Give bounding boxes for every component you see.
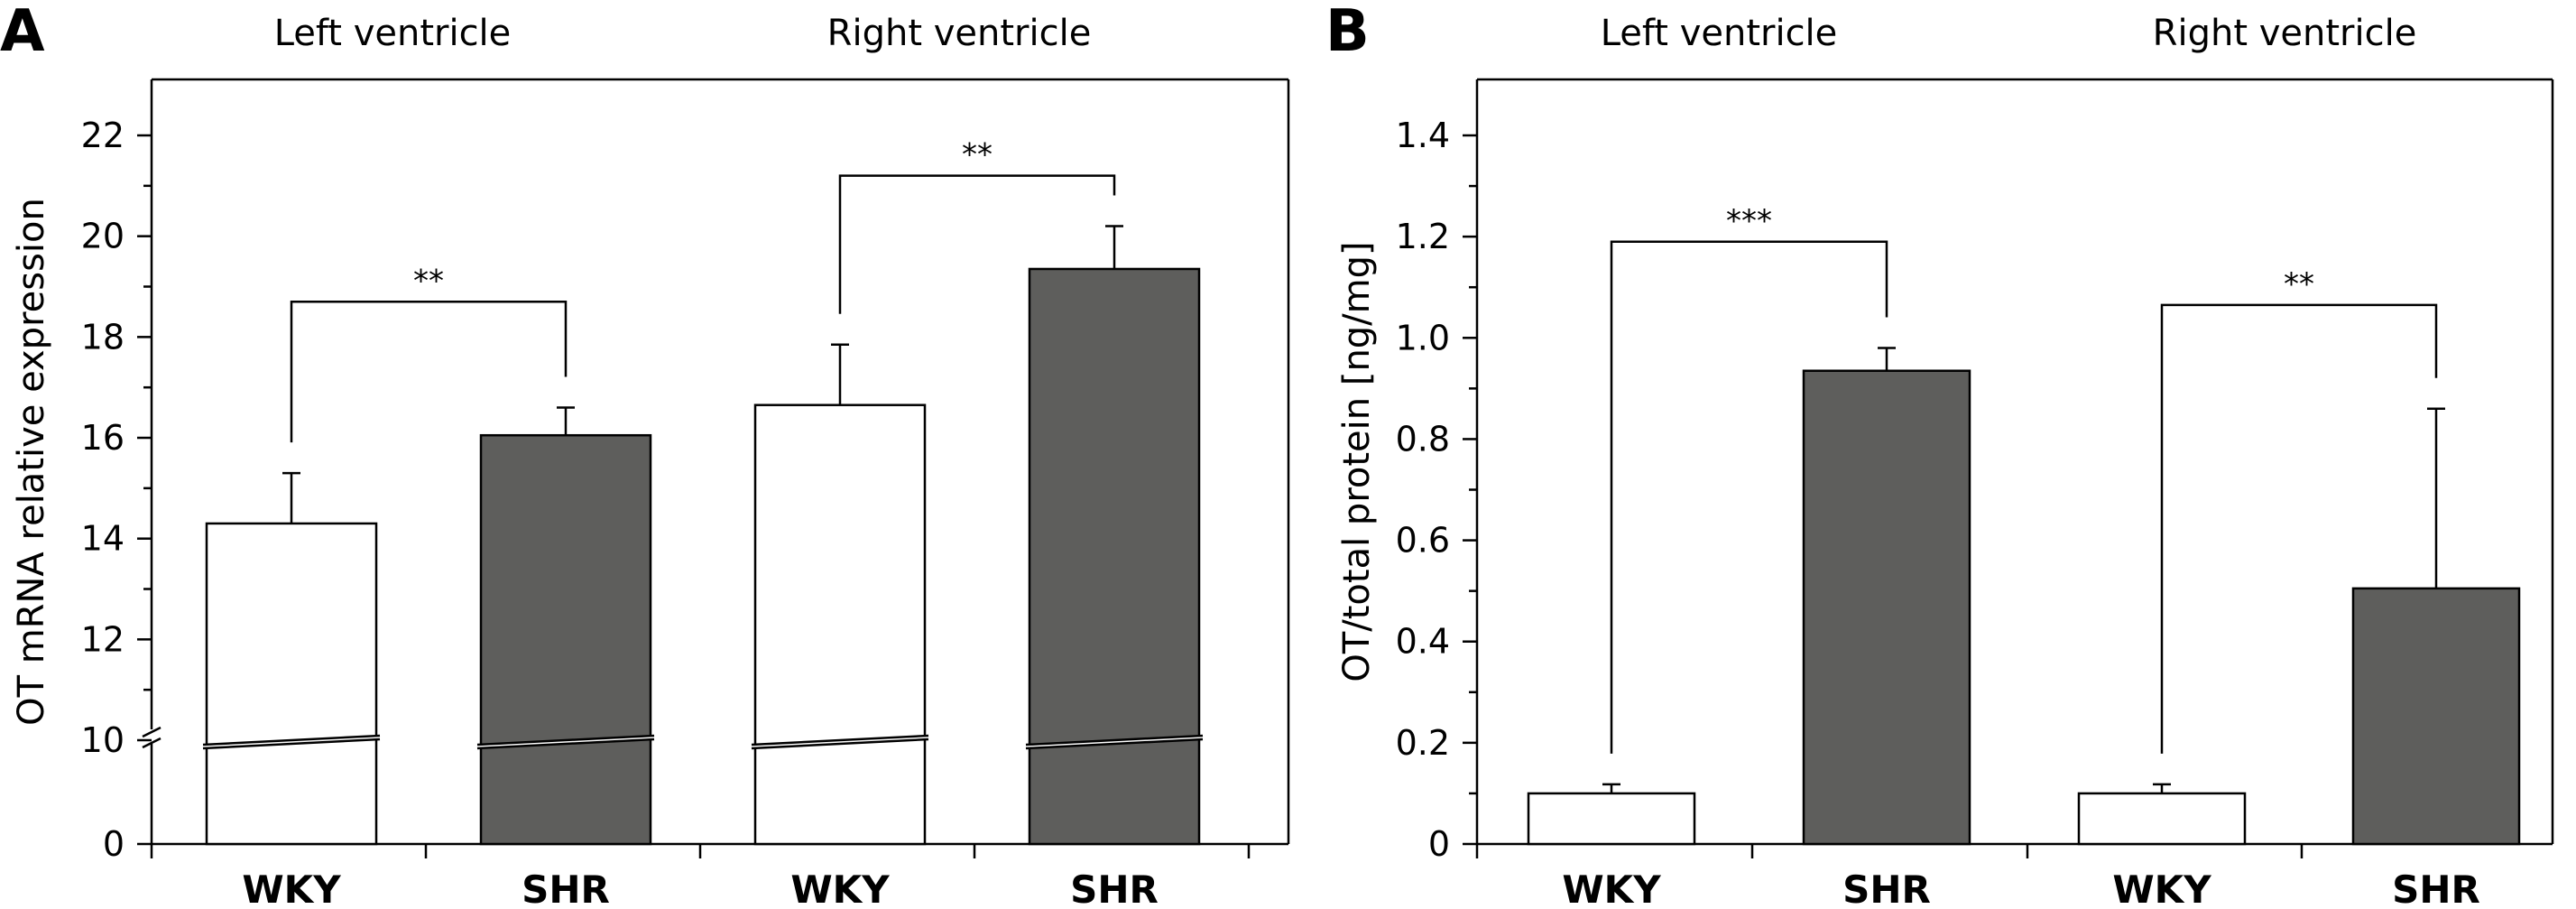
bar-wky	[753, 403, 927, 846]
significance-label: **	[2284, 266, 2314, 302]
group-label: Right ventricle	[827, 13, 1092, 54]
y-tick-label: 22	[81, 116, 125, 155]
x-category-label: SHR	[522, 867, 610, 909]
significance-label: ***	[1726, 203, 1772, 239]
bar-shr	[1802, 369, 1971, 846]
group-label: Right ventricle	[2153, 13, 2417, 54]
significance-bracket	[290, 301, 568, 443]
significance-bracket	[1610, 240, 1888, 754]
chart-panel-a: 0 10 12 14 16 18 20 22 WKY SHR WKY SHR ** ** Left vent…	[0, 0, 1290, 909]
y-tick-label: 0	[103, 824, 125, 864]
y-tick-label: 18	[81, 317, 125, 357]
significance-bracket	[2160, 303, 2438, 754]
x-category-label: SHR	[1842, 867, 1931, 909]
bar-wky	[1527, 792, 1696, 846]
bar-shr	[1028, 267, 1201, 846]
bar-break-line	[1025, 737, 1204, 750]
y-tick-label: 14	[81, 519, 125, 559]
y-tick-label: 20	[81, 217, 125, 256]
x-category-label: WKY	[790, 867, 890, 909]
y-tick-label: 0.6	[1396, 521, 1450, 561]
y-tick-label: 0.2	[1396, 723, 1450, 763]
y-tick-label: 0.4	[1396, 622, 1450, 662]
y-tick-label: 0	[1428, 824, 1450, 864]
group-label: Left ventricle	[1601, 13, 1838, 54]
y-axis-label: OT mRNA relative expression	[11, 198, 52, 726]
bar-break-line	[751, 737, 929, 750]
bar-break-line	[476, 734, 655, 747]
y-tick-label: 0.8	[1396, 419, 1450, 459]
bar-wky	[205, 522, 378, 846]
x-category-label: WKY	[2112, 867, 2211, 909]
panel-label: B	[1325, 0, 1370, 65]
x-category-label: WKY	[242, 867, 341, 909]
bar-break-line	[1025, 734, 1204, 747]
x-category-label: SHR	[1070, 867, 1159, 909]
y-tick-label: 10	[81, 720, 125, 760]
y-axis-break-mark	[142, 726, 162, 738]
bar-shr	[2351, 587, 2521, 846]
x-category-label: WKY	[1562, 867, 1661, 909]
x-category-label: SHR	[2392, 867, 2480, 909]
significance-label: **	[962, 137, 993, 173]
y-tick-label: 12	[81, 619, 125, 659]
bar-wky	[2077, 792, 2247, 846]
bar-shr	[479, 433, 652, 846]
group-label: Left ventricle	[274, 13, 512, 54]
y-axis-break-mark	[142, 737, 162, 749]
significance-label: **	[413, 263, 444, 299]
significance-bracket	[838, 174, 1116, 314]
panel-label: A	[0, 0, 45, 65]
bar-break-line	[202, 737, 381, 750]
bar-break-line	[476, 737, 655, 750]
y-tick-label: 16	[81, 418, 125, 458]
y-tick-label: 1.4	[1396, 116, 1450, 155]
y-tick-label: 1.0	[1396, 318, 1450, 357]
y-tick-label: 1.2	[1396, 217, 1450, 256]
y-axis-label: OT/total protein [ng/mg]	[1336, 241, 1378, 682]
bar-break-line	[202, 734, 381, 747]
bar-break-line	[751, 734, 929, 747]
